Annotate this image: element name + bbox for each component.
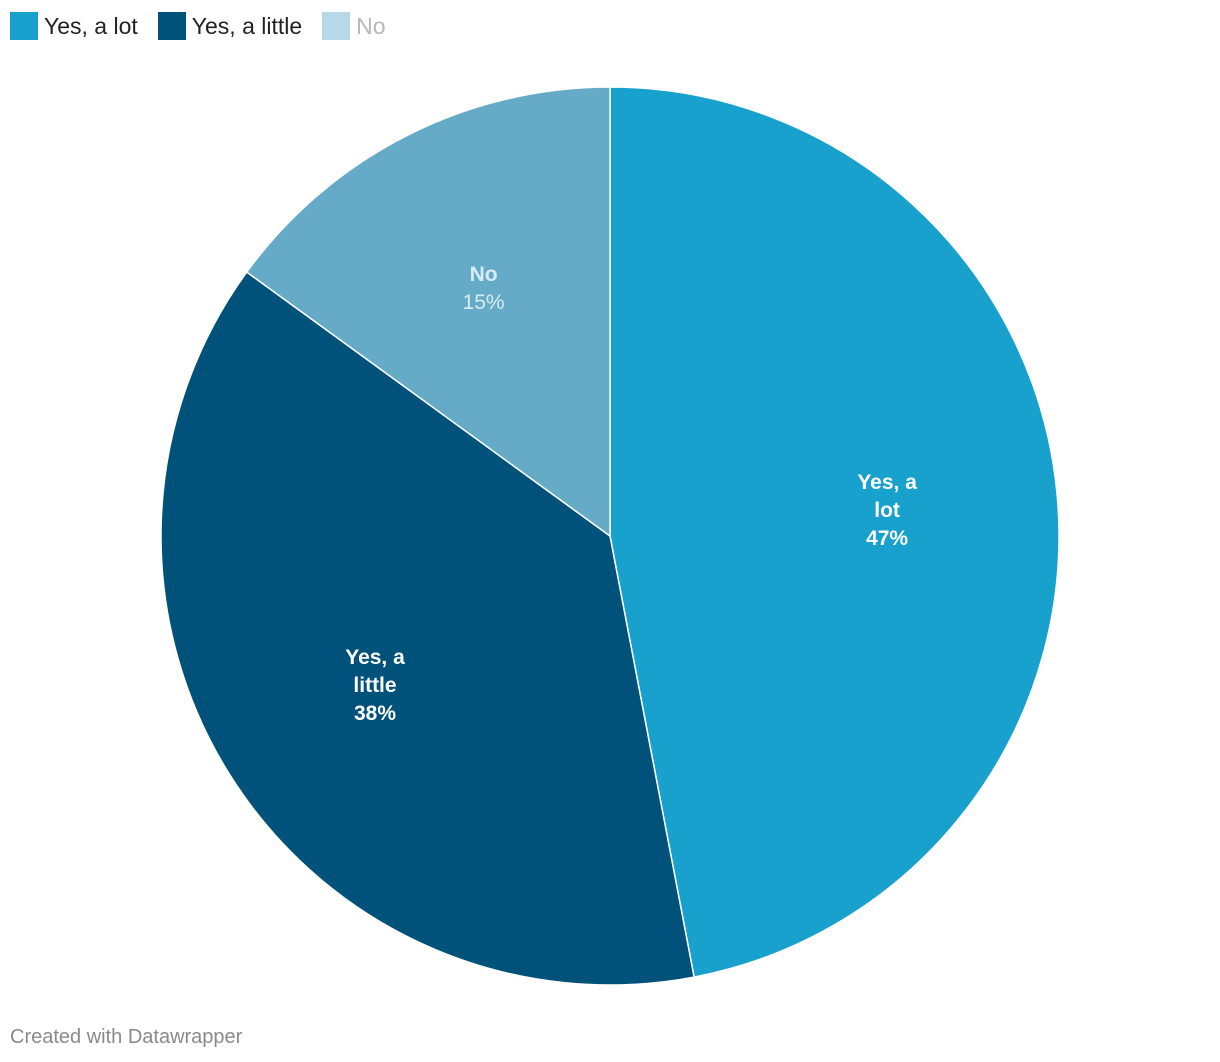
legend-item-yes-a-lot: Yes, a lot bbox=[10, 12, 138, 40]
legend-swatch-yes-a-little bbox=[157, 12, 186, 40]
slice-name-yes-a-lot: Yes, a bbox=[857, 471, 917, 494]
pie-slice-yes-a-little bbox=[160, 271, 696, 986]
legend-label-no: No bbox=[356, 12, 386, 39]
slice-name-yes-a-little: Yes, a bbox=[345, 646, 405, 669]
datawrapper-credit: Created with Datawrapper bbox=[10, 1026, 243, 1048]
legend-item-yes-a-little: Yes, a little bbox=[157, 12, 303, 40]
slice-label-yes-a-lot: Yes, a lot 47% bbox=[857, 471, 917, 550]
legend-label-yes-a-little: Yes, a little bbox=[191, 12, 303, 39]
slice-name-yes-a-little: little bbox=[353, 674, 396, 697]
slice-label-yes-a-little: Yes, a little 38% bbox=[345, 646, 405, 725]
legend-item-no: No bbox=[322, 12, 386, 40]
pie-slices bbox=[160, 86, 1060, 986]
slice-name-yes-a-lot: lot bbox=[874, 499, 900, 522]
slice-value-yes-a-lot: 47% bbox=[866, 527, 908, 550]
pie-slice-yes-a-lot bbox=[609, 86, 1060, 978]
legend-swatch-yes-a-lot bbox=[10, 12, 38, 40]
slice-value-yes-a-little: 38% bbox=[354, 702, 396, 725]
slice-value-no: 15% bbox=[463, 291, 505, 314]
pie-labels: Yes, a lot 47% Yes, a little 38% No 15% bbox=[345, 263, 917, 725]
slice-name-no: No bbox=[470, 263, 498, 286]
slice-label-no: No 15% bbox=[463, 263, 505, 314]
pie-slice-no bbox=[245, 86, 611, 538]
chart-legend: Yes, a lot Yes, a little No bbox=[10, 12, 386, 40]
legend-swatch-no bbox=[322, 12, 351, 40]
legend-label-yes-a-lot: Yes, a lot bbox=[44, 12, 138, 39]
